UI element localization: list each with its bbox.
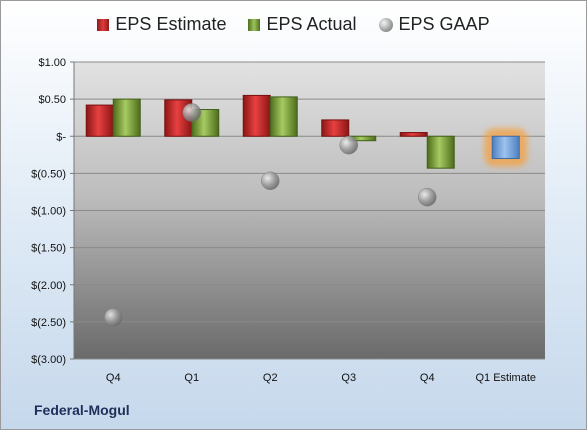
y-tick-label: $(3.00) <box>31 354 66 366</box>
legend-label-estimate: EPS Estimate <box>115 14 227 34</box>
legend-swatch-estimate <box>97 18 110 31</box>
y-tick-label: $(2.50) <box>31 317 66 329</box>
y-tick-label: $(2.00) <box>31 280 66 292</box>
y-tick-label: $(0.50) <box>31 168 66 180</box>
gaap-point <box>261 171 280 191</box>
x-tick-label: Q3 <box>341 372 356 384</box>
actual-bar <box>426 135 455 169</box>
y-tick-label: $0.50 <box>38 94 66 106</box>
gaap-point <box>418 187 437 207</box>
gaap-points <box>104 103 437 327</box>
gaap-point <box>104 308 123 327</box>
y-axis-labels: $1.00 $0.50 $- $(0.50) $(1.00) $(1.50) $(2.00)… <box>31 57 66 366</box>
estimate-bar <box>242 94 271 137</box>
gridlines <box>70 61 545 360</box>
legend-swatch-actual <box>248 18 261 31</box>
actual-bar <box>269 96 298 137</box>
y-tick-label: $1.00 <box>38 57 66 69</box>
legend-item-actual: EPS Actual <box>248 14 357 35</box>
y-tick-label: $(1.00) <box>31 206 66 218</box>
company-name: Federal-Mogul <box>34 402 130 418</box>
y-tick-label: $- <box>56 131 66 143</box>
x-tick-label: Q4 <box>106 372 121 384</box>
legend-item-gaap: EPS GAAP <box>378 14 490 35</box>
actual-bar <box>112 98 141 137</box>
x-tick-label: Q1 Estimate <box>475 372 536 384</box>
x-tick-label: Q1 <box>184 372 199 384</box>
gaap-point <box>182 103 201 122</box>
gaap-point <box>339 135 358 155</box>
legend-item-estimate: EPS Estimate <box>97 14 226 35</box>
x-tick-label: Q4 <box>420 372 435 384</box>
legend-label-gaap: EPS GAAP <box>398 14 490 34</box>
legend-label-actual: EPS Actual <box>266 14 357 34</box>
x-axis-labels: Q4 Q1 Q2 Q3 Q4 Q1 Estimate <box>106 372 536 384</box>
estimate-bar <box>85 104 114 137</box>
bar-series <box>85 94 528 169</box>
legend-swatch-gaap <box>378 17 393 32</box>
x-tick-label: Q2 <box>263 372 278 384</box>
estimate-bar <box>321 119 350 137</box>
y-tick-label: $(1.50) <box>31 243 66 255</box>
estimate-bar <box>399 132 428 137</box>
estimate-bar-forecast <box>491 135 520 160</box>
chart-legend: EPS Estimate EPS Actual EPS GAAP <box>0 14 587 35</box>
